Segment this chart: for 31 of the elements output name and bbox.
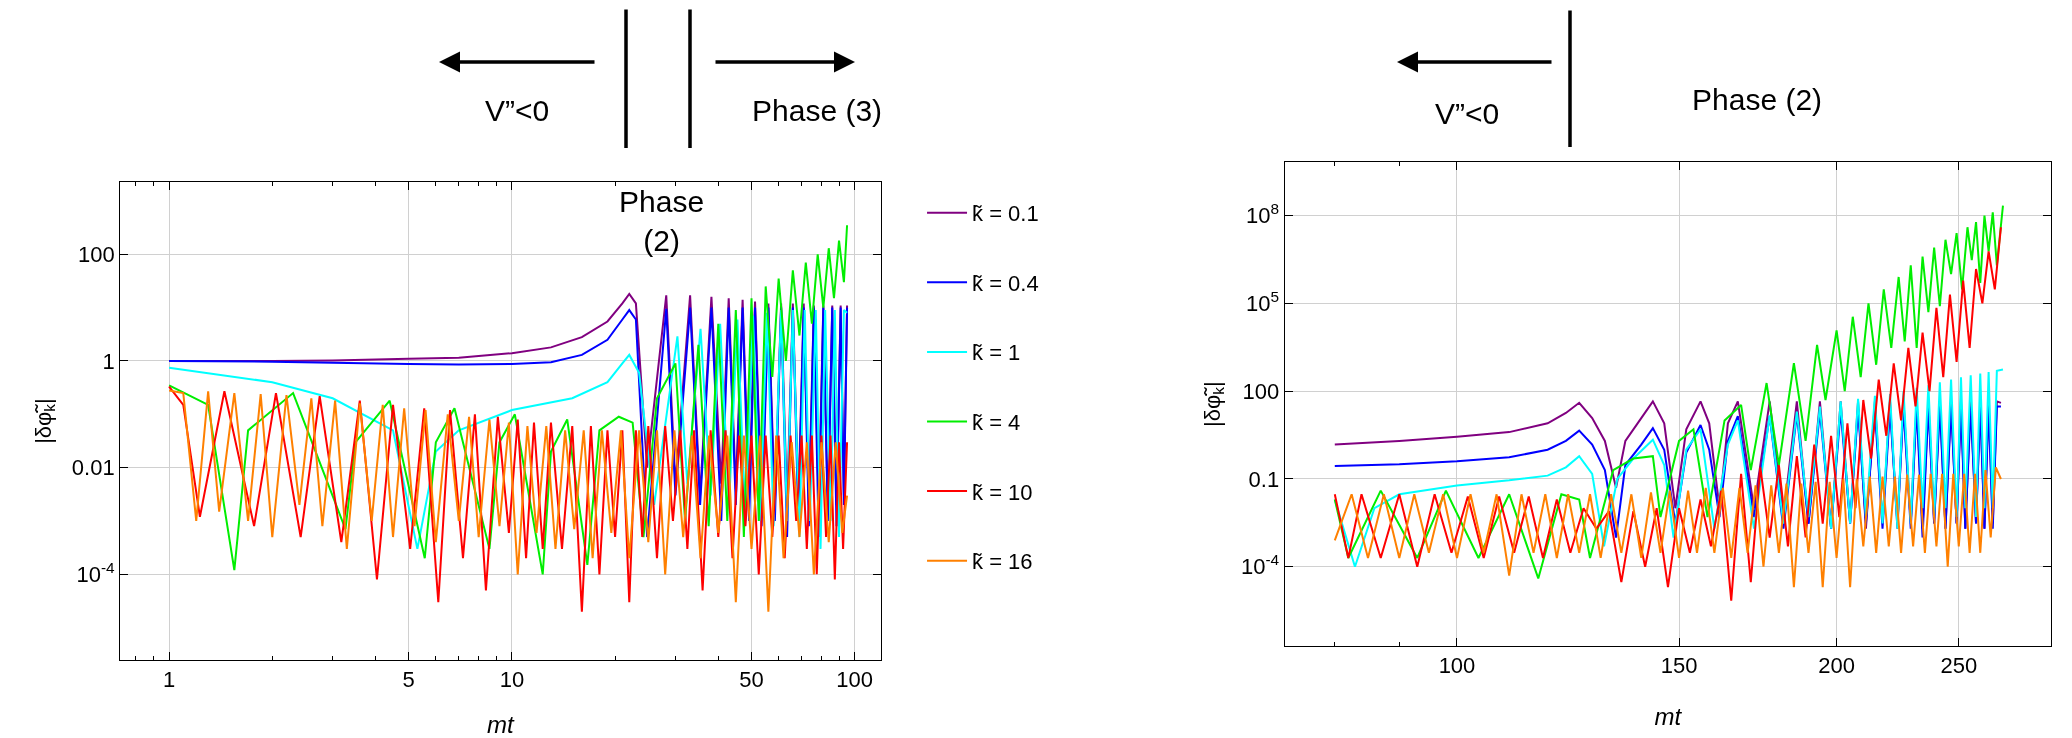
- y-tick-label: 10$^{-4}$: [1240, 551, 1280, 580]
- x-tick-label: 100: [1438, 653, 1476, 679]
- text: V”<0: [1435, 97, 1500, 130]
- text: Phase (3): [752, 94, 883, 127]
- x-tick-label: 10: [499, 667, 525, 693]
- y-tick-label: 10$^{-4}$: [76, 558, 116, 588]
- x-tick-label: 5: [402, 667, 415, 693]
- text: Phase (2): [1692, 83, 1823, 116]
- annotation: Phase (2): [619, 185, 705, 257]
- legend-label: k̃ = 0.1: [972, 201, 1039, 227]
- x-tick-label: 100: [836, 667, 874, 693]
- legend-label: k̃ = 10: [972, 479, 1033, 505]
- x-tick-label: 150: [1660, 653, 1698, 679]
- text: V”<0: [485, 94, 550, 127]
- x-tick-label: 50: [739, 667, 764, 693]
- x-axis-title: mt: [487, 711, 516, 738]
- x-axis-title: mt: [1654, 702, 1683, 730]
- x-tick-label: 200: [1818, 653, 1855, 679]
- legend-label: k̃ = 4: [972, 410, 1021, 436]
- legend-label: k̃ = 0.4: [972, 270, 1039, 296]
- y-tick-label: 0.01: [71, 455, 115, 481]
- y-tick-label: 10$^{8}$: [1246, 200, 1280, 229]
- y-tick-label: 1: [102, 348, 115, 374]
- x-tick-label: 250: [1940, 653, 1978, 679]
- legend-label: k̃ = 16: [972, 549, 1033, 575]
- x-tick-label: 1: [162, 667, 176, 693]
- legend-label: k̃ = 1: [972, 340, 1021, 366]
- y-tick-label: 100: [1242, 378, 1280, 404]
- y-tick-label: 0.1: [1248, 466, 1280, 492]
- y-tick-label: 10$^{5}$: [1246, 287, 1280, 317]
- y-tick-label: 100: [77, 242, 115, 268]
